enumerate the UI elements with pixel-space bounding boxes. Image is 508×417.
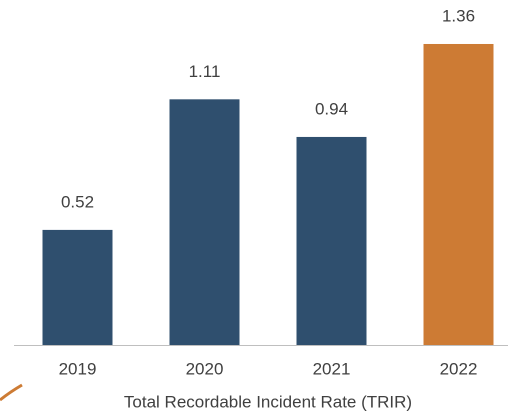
data-label: 1.11 xyxy=(189,62,221,81)
decoration xyxy=(0,383,23,402)
bar xyxy=(169,99,240,345)
data-label: 0.94 xyxy=(315,99,348,118)
data-label: 0.52 xyxy=(61,192,94,211)
x-tick-label: 2021 xyxy=(313,359,351,378)
x-tick-label: 2020 xyxy=(186,359,224,378)
x-axis-label: Total Recordable Incident Rate (TRIR) xyxy=(124,392,412,411)
data-label: 1.36 xyxy=(442,6,475,25)
x-tick-label: 2022 xyxy=(440,359,478,378)
bar xyxy=(296,136,367,345)
bar xyxy=(42,229,113,345)
bar xyxy=(423,43,494,346)
x-tick-label: 2019 xyxy=(59,359,97,378)
